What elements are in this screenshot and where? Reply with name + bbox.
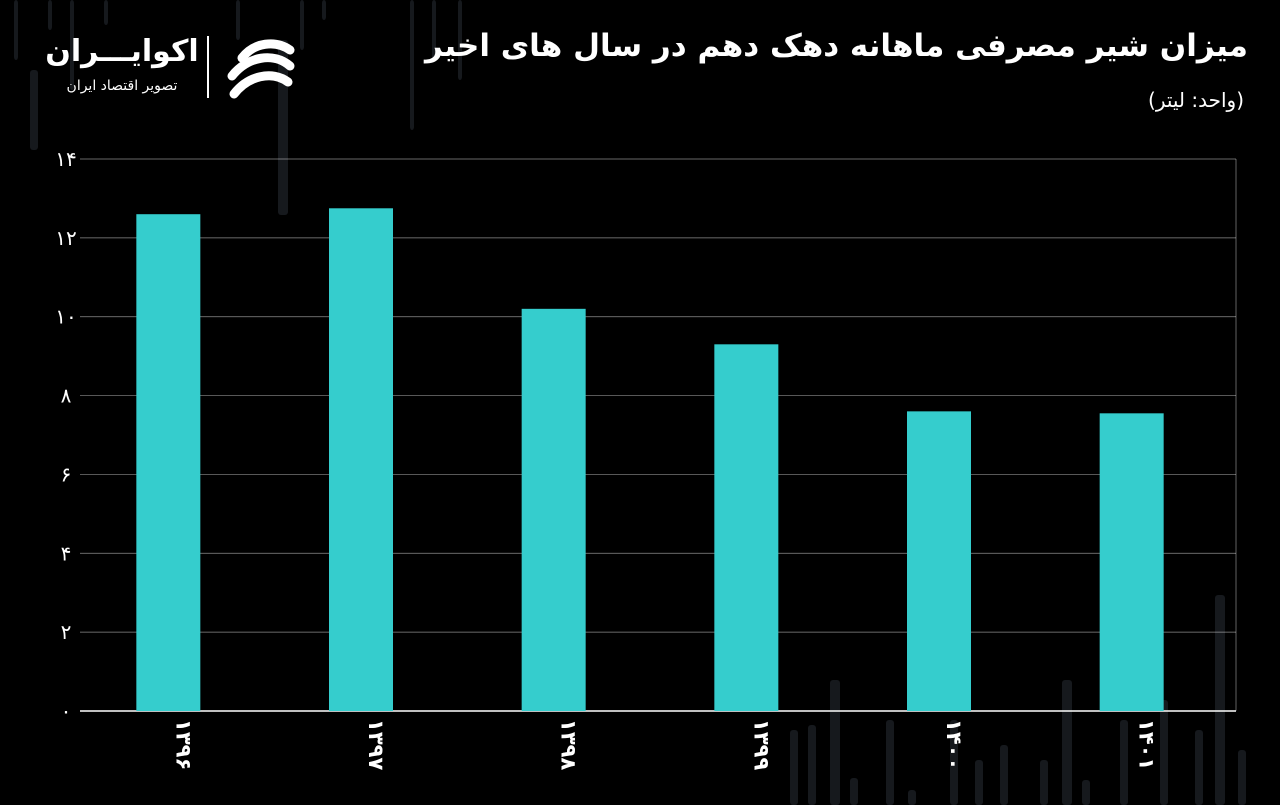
bar-3 (714, 344, 779, 711)
y-tick-label: ۸ (61, 384, 72, 408)
bar-1 (329, 208, 393, 712)
ecoiran-logo-icon (227, 39, 295, 99)
x-tick-label: ۱۳۹۸ (557, 719, 581, 770)
y-tick-label: ۶ (61, 462, 72, 486)
logo-divider (207, 36, 209, 98)
brand-logo: اکوایـــران تصویر اقتصاد ایران (44, 30, 304, 106)
bar-0 (136, 214, 201, 711)
y-tick-label: ۱۲ (55, 226, 76, 250)
x-tick-label: ۱۴۰۰ (942, 719, 966, 770)
x-tick-label: ۱۳۹۹ (749, 719, 773, 770)
y-tick-label: ۰ (61, 699, 72, 723)
y-tick-label: ۲ (61, 620, 72, 644)
x-tick-label: ۱۳۹۷ (364, 719, 388, 770)
unit-label: (واحد: لیتر) (1148, 88, 1244, 112)
chart-title: میزان شیر مصرفی ماهانه دهک دهم در سال ها… (425, 28, 1248, 64)
bar-5 (1099, 413, 1164, 711)
brand-name: اکوایـــران (45, 34, 199, 69)
brand-tagline: تصویر اقتصاد ایران (66, 78, 178, 94)
y-tick-label: ۱۴ (55, 147, 76, 171)
x-tick-label: ۱۳۹۶ (171, 719, 195, 770)
y-tick-label: ۴ (61, 541, 72, 565)
y-tick-label: ۱۰ (55, 305, 76, 329)
bar-4 (907, 411, 971, 711)
x-tick-label: ۱۴۰۱ (1135, 719, 1159, 770)
bar-2 (521, 308, 586, 711)
